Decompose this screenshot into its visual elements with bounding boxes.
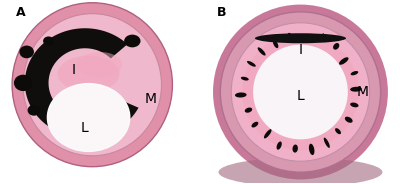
Ellipse shape [247,61,256,67]
Ellipse shape [258,47,266,56]
Ellipse shape [345,117,353,123]
Ellipse shape [350,87,362,92]
Ellipse shape [320,33,324,41]
Ellipse shape [245,107,252,113]
Text: B: B [217,6,226,19]
Ellipse shape [309,144,314,155]
Text: L: L [296,89,304,103]
Ellipse shape [303,34,308,42]
Ellipse shape [241,77,249,81]
Ellipse shape [351,71,358,75]
Ellipse shape [12,3,172,167]
Ellipse shape [276,141,282,150]
Text: L: L [81,121,89,135]
Ellipse shape [28,105,40,116]
Ellipse shape [235,92,247,98]
Ellipse shape [335,128,341,134]
Text: M: M [356,85,368,99]
Ellipse shape [253,45,348,139]
Ellipse shape [77,52,122,77]
Ellipse shape [220,12,381,172]
Ellipse shape [218,158,382,184]
Ellipse shape [287,33,292,41]
Ellipse shape [58,56,120,92]
Ellipse shape [264,129,272,138]
Text: M: M [144,92,156,106]
Ellipse shape [252,122,258,128]
Ellipse shape [333,43,339,50]
Ellipse shape [19,46,34,58]
Ellipse shape [23,14,162,156]
Ellipse shape [47,83,130,152]
Ellipse shape [213,5,388,179]
Ellipse shape [292,144,298,153]
Ellipse shape [14,75,32,91]
Ellipse shape [242,34,359,150]
Ellipse shape [124,35,140,47]
Ellipse shape [43,36,54,46]
Ellipse shape [48,85,129,150]
Polygon shape [25,28,138,137]
Ellipse shape [324,138,330,148]
Text: I: I [298,43,302,57]
Ellipse shape [273,40,278,48]
Ellipse shape [231,23,370,161]
Text: I: I [72,63,76,77]
Ellipse shape [350,102,358,107]
Ellipse shape [255,33,346,43]
Ellipse shape [339,57,348,65]
Text: A: A [16,6,25,19]
